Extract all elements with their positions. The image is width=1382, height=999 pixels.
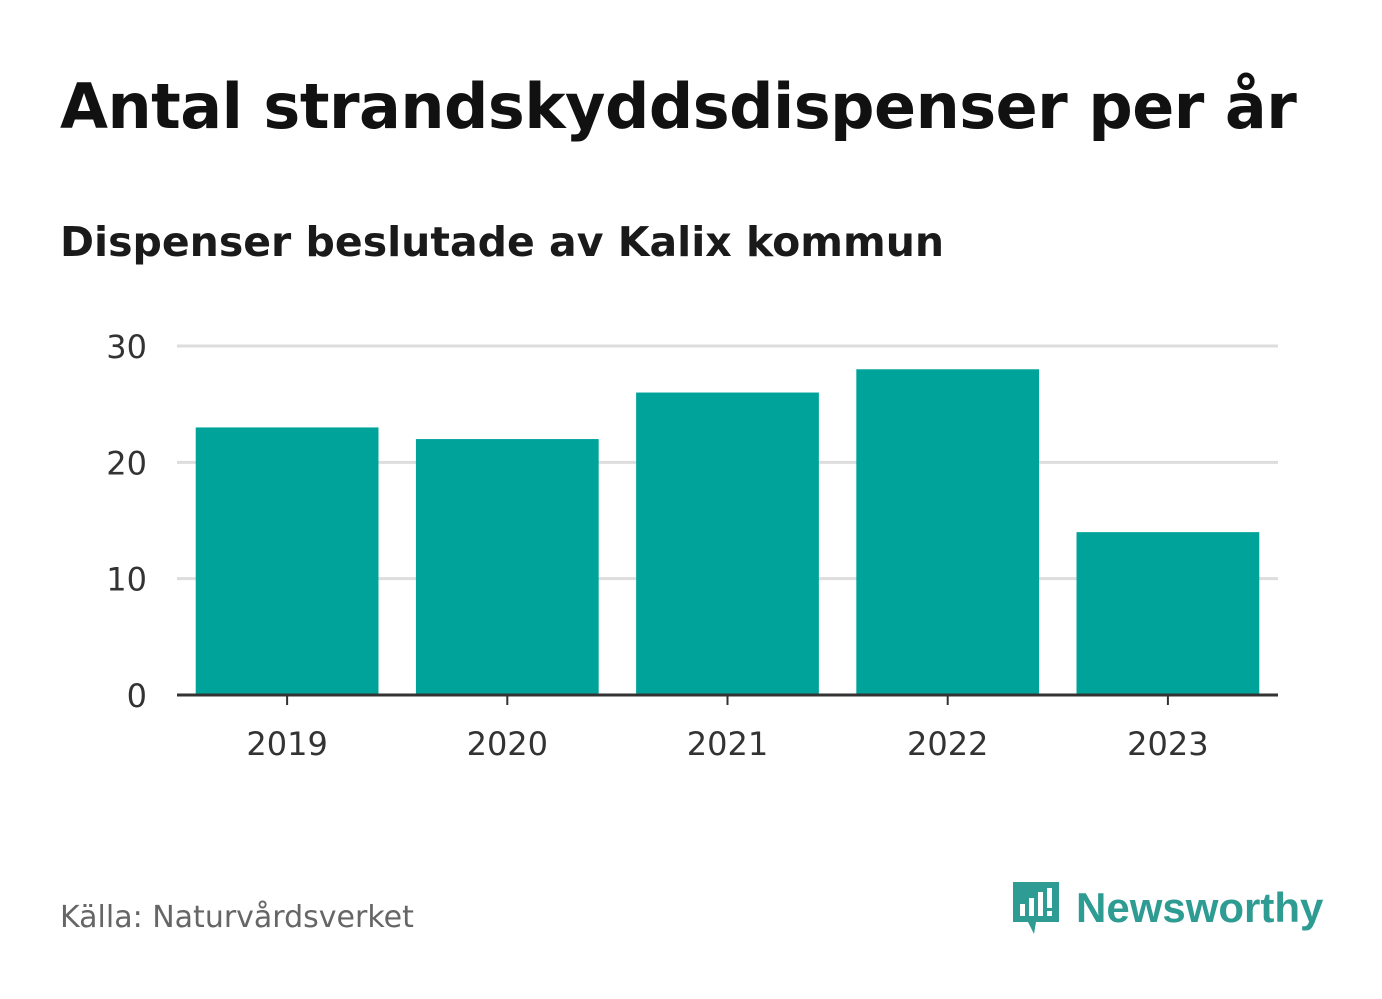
y-tick-labels: 0 10 20 30 (106, 328, 147, 715)
brand-name: Newsworthy (1076, 884, 1324, 931)
bars (195, 369, 1260, 695)
x-axis (177, 693, 1278, 705)
x-tick-label-2022: 2022 (907, 725, 988, 763)
x-tick-label-2019: 2019 (246, 725, 327, 763)
chart-title: Antal strandskyddsdispenser per år (60, 70, 1297, 143)
source-label: Källa: Naturvårdsverket (60, 900, 414, 935)
newsworthy-logo-icon (1013, 882, 1059, 934)
x-tick-label-2020: 2020 (467, 725, 548, 763)
bar-2021 (636, 392, 819, 695)
bar-2019 (195, 427, 379, 695)
x-tick-label-2021: 2021 (687, 725, 768, 763)
brand-logo: Newsworthy (1010, 878, 1323, 938)
x-tick-label-2023: 2023 (1127, 725, 1208, 763)
chart-subtitle: Dispenser beslutade av Kalix kommun (60, 218, 945, 266)
y-tick-label-20: 20 (106, 444, 147, 482)
x-tick-labels: 2019 2020 2021 2022 2023 (246, 725, 1208, 763)
bar-2022 (856, 369, 1040, 695)
bar-2023 (1076, 532, 1260, 695)
y-tick-label-0: 0 (127, 677, 147, 715)
y-tick-label-10: 10 (106, 561, 147, 599)
bar-2020 (415, 439, 599, 695)
y-tick-label-30: 30 (106, 328, 147, 366)
